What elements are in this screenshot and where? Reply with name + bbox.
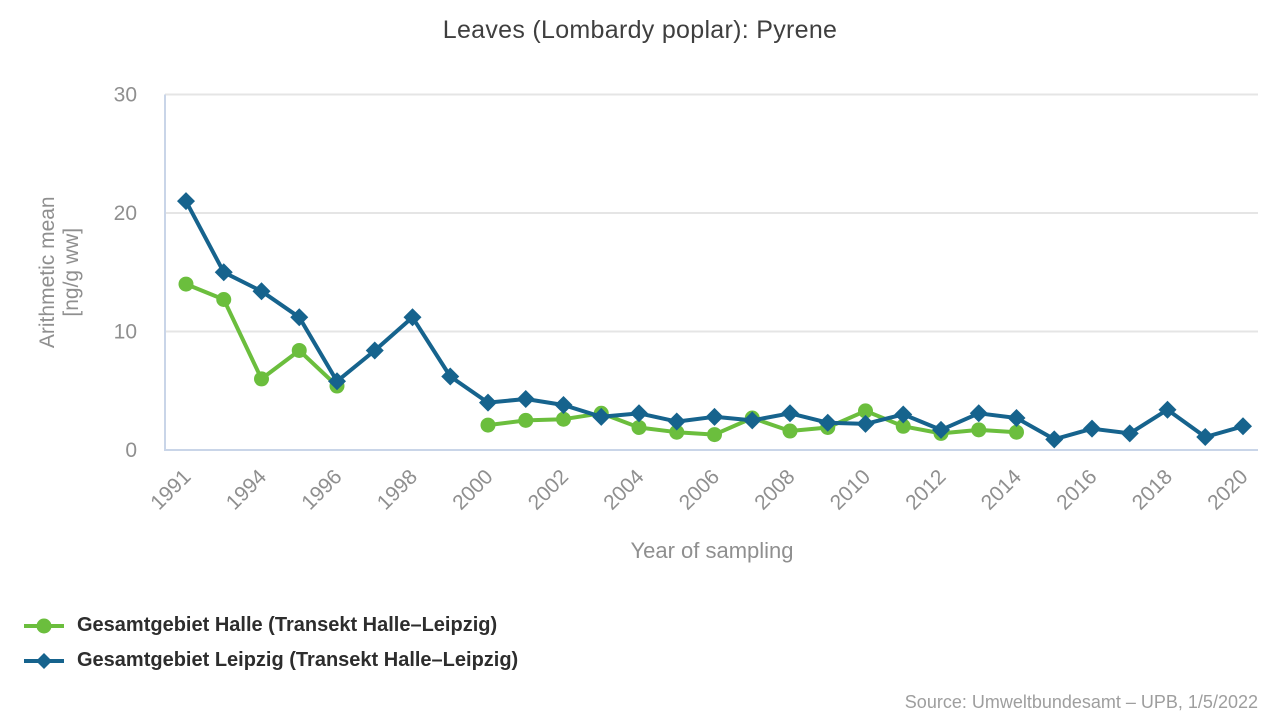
point-halle-2008 [782, 423, 798, 439]
point-leipzig-1998 [403, 308, 422, 327]
legend-label-halle: Gesamtgebiet Halle (Transekt Halle–Leipz… [77, 614, 498, 636]
point-leipzig-1999 [441, 367, 460, 386]
x-tick-label-1991: 1991 [146, 465, 195, 514]
point-halle-2000 [480, 417, 496, 433]
leipzig-diamond-marker-icon [24, 652, 64, 669]
point-leipzig-2013 [969, 404, 988, 423]
x-axis-title: Year of sampling [630, 538, 793, 563]
point-leipzig-1992 [214, 263, 233, 282]
point-leipzig-2001 [516, 390, 535, 409]
x-tick-label-2012: 2012 [901, 465, 950, 514]
series-leipzig [177, 192, 1252, 449]
legend-label-leipzig: Gesamtgebiet Leipzig (Transekt Halle–Lei… [77, 649, 519, 671]
point-leipzig-1995 [290, 308, 309, 327]
y-axis-title-line-1: Arithmetic mean [36, 196, 59, 348]
point-leipzig-2008 [781, 404, 799, 423]
point-leipzig-2010 [856, 414, 875, 433]
series-leipzig-line [184, 199, 1245, 442]
point-leipzig-2017 [1120, 424, 1139, 443]
x-tick-label-2014: 2014 [977, 465, 1027, 515]
legend-item-leipzig[interactable]: Gesamtgebiet Leipzig (Transekt Halle–Lei… [22, 643, 518, 678]
y-tick-label-20: 20 [114, 202, 137, 225]
x-tick-label-2018: 2018 [1128, 465, 1177, 514]
legend-item-halle[interactable]: Gesamtgebiet Halle (Transekt Halle–Leipz… [22, 608, 518, 643]
x-tick-label-2004: 2004 [599, 465, 649, 515]
point-halle-2013 [971, 422, 987, 438]
source-caption: Source: Umweltbundesamt – UPB, 1/5/2022 [904, 692, 1258, 712]
point-leipzig-2005 [667, 412, 686, 431]
point-halle-1991 [178, 276, 194, 292]
point-halle-1992 [216, 292, 232, 308]
point-leipzig-2000 [479, 393, 497, 412]
point-halle-2002 [556, 411, 571, 427]
y-tick-labels: 0 10 20 30 [114, 84, 137, 463]
point-halle-2001 [518, 412, 534, 428]
halle-circle-marker-icon [24, 618, 64, 633]
point-leipzig-2002 [554, 395, 573, 414]
x-tick-label-1996: 1996 [297, 465, 346, 514]
y-axis-title-line-2: [ng/g ww] [60, 228, 83, 317]
x-tick-label-2010: 2010 [826, 465, 875, 514]
legend: Gesamtgebiet Halle (Transekt Halle–Leipz… [22, 608, 518, 678]
point-leipzig-2012 [932, 420, 950, 439]
point-leipzig-2019 [1196, 427, 1215, 446]
x-tick-label-2006: 2006 [675, 465, 724, 514]
point-leipzig-1994 [252, 282, 271, 301]
x-tick-label-2008: 2008 [750, 465, 799, 514]
x-tick-label-2016: 2016 [1052, 465, 1101, 514]
point-halle-2011 [895, 418, 911, 434]
point-leipzig-1991 [177, 192, 195, 211]
point-halle-2010 [858, 403, 873, 419]
chart-title: Leaves (Lombardy poplar): Pyrene [442, 16, 838, 44]
x-tick-label-2000: 2000 [448, 465, 497, 514]
point-leipzig-2020 [1234, 417, 1252, 436]
point-leipzig-2016 [1083, 419, 1101, 438]
point-leipzig-2007 [743, 411, 762, 430]
x-tick-label-1994: 1994 [222, 465, 272, 515]
point-leipzig-2004 [630, 404, 648, 423]
point-halle-2004 [631, 419, 647, 435]
y-tick-label-30: 30 [114, 84, 137, 107]
point-leipzig-2014 [1007, 409, 1026, 428]
point-leipzig-2003 [592, 407, 611, 426]
point-leipzig-2015 [1045, 430, 1064, 449]
plot-area: 0 10 20 30 1991 1994 1996 1998 2000 2002 2004 2006 2… [36, 84, 1258, 563]
series-leipzig-markers [177, 192, 1252, 449]
x-tick-label-2002: 2002 [524, 465, 573, 514]
x-tick-label-1998: 1998 [373, 465, 422, 514]
point-leipzig-2009 [818, 413, 837, 432]
point-leipzig-2006 [705, 407, 724, 426]
point-halle-2006 [707, 427, 722, 443]
y-tick-label-0: 0 [125, 439, 137, 462]
x-tick-labels: 1991 1994 1996 1998 2000 2002 2004 2006 2008 2010… [146, 465, 1252, 515]
point-halle-1995 [291, 342, 307, 358]
point-halle-2014 [1009, 424, 1024, 440]
point-halle-1994 [254, 371, 269, 387]
y-gridlines [165, 93, 1258, 333]
point-leipzig-2011 [894, 405, 913, 424]
point-halle-2005 [669, 424, 685, 440]
x-tick-label-2020: 2020 [1203, 465, 1252, 514]
point-leipzig-1996 [328, 372, 346, 391]
point-leipzig-2018 [1158, 400, 1177, 419]
point-leipzig-1997 [365, 341, 384, 360]
y-tick-label-10: 10 [114, 321, 137, 344]
